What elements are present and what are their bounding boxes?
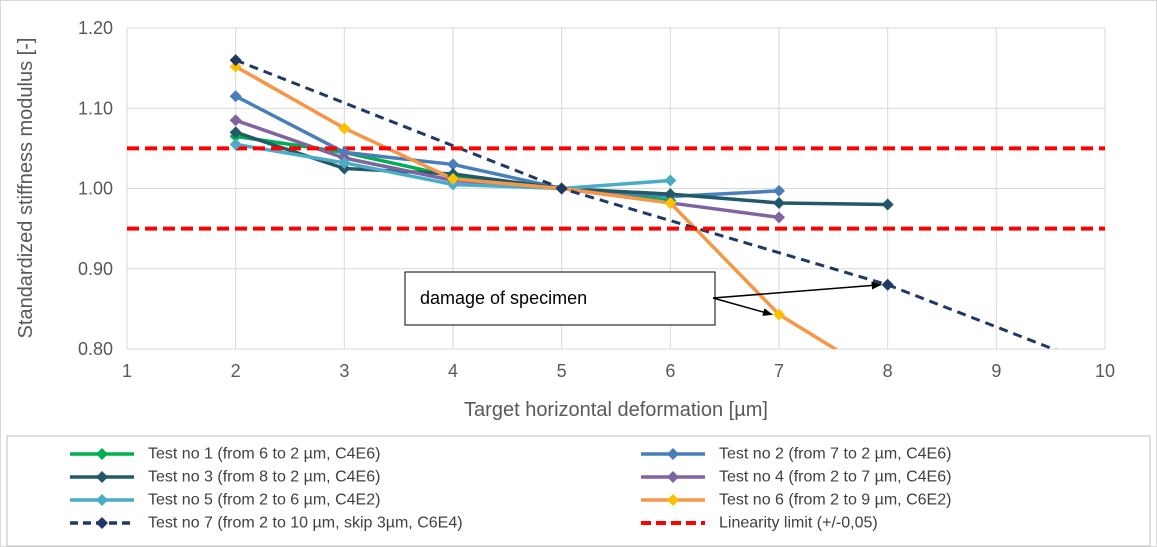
legend-frame — [6, 435, 1151, 547]
legend-label: Linearity limit (+/-0,05) — [719, 515, 878, 532]
point-marker — [881, 198, 894, 211]
point-marker — [229, 60, 242, 73]
legend-marker — [667, 448, 679, 460]
legend-label: Test no 5 (from 2 to 6 µm, C4E2) — [148, 492, 380, 509]
legend-marker — [96, 448, 108, 460]
annotation-arrow — [712, 297, 773, 316]
point-marker — [229, 138, 242, 151]
x-tick-label: 4 — [448, 361, 458, 381]
point-marker — [881, 278, 894, 291]
legend-marker — [96, 517, 108, 529]
annotation: damage of specimen — [404, 271, 882, 326]
x-axis-label: Target horizontal deformation [µm] — [464, 399, 768, 421]
point-marker — [664, 196, 677, 209]
y-tick-label: 1.10 — [78, 98, 113, 118]
point-marker — [229, 54, 242, 67]
legend-label: Test no 3 (from 8 to 2 µm, C4E6) — [148, 469, 380, 486]
legend-marker — [667, 494, 679, 506]
annotation-box — [404, 271, 716, 326]
grid: 0.80 0.90 1.00 1.10 1.20 1 2 3 4 5 6 7 8 9 10 — [78, 18, 1115, 381]
point-marker — [229, 126, 242, 139]
legend-marker — [96, 471, 108, 483]
y-tick-label: 0.80 — [78, 339, 113, 359]
point-marker — [447, 158, 459, 171]
point-marker — [338, 156, 351, 169]
y-tick-label: 1.00 — [78, 179, 113, 199]
point-marker — [773, 211, 785, 224]
point-marker — [773, 184, 785, 197]
point-marker — [773, 308, 785, 321]
legend-label: Test no 7 (from 2 to 10 µm, skip 3µm, C6… — [148, 515, 463, 532]
x-tick-label: 7 — [774, 361, 784, 381]
point-marker — [773, 196, 785, 209]
y-tick-label: 1.20 — [78, 18, 113, 38]
annotation-text: damage of specimen — [420, 288, 587, 308]
point-marker — [338, 122, 351, 135]
legend-marker — [667, 471, 679, 483]
point-marker — [229, 114, 242, 127]
point-marker — [990, 439, 1002, 451]
series-line — [235, 118, 780, 220]
x-tick-label: 10 — [1095, 361, 1115, 381]
point-marker — [229, 90, 242, 103]
legend: Test no 1 (from 6 to 2 µm, C4E6) Test no … — [70, 446, 951, 532]
x-tick-label: 2 — [231, 361, 241, 381]
series-line — [234, 64, 839, 349]
legend-label: Test no 6 (from 2 to 9 µm, C6E2) — [719, 492, 951, 509]
x-tick-label: 6 — [665, 361, 675, 381]
x-tick-label: 1 — [122, 361, 132, 381]
x-tick-label: 9 — [991, 361, 1001, 381]
plot-area — [127, 54, 1105, 451]
point-marker — [664, 188, 677, 201]
point-marker — [664, 174, 677, 187]
legend-label: Test no 4 (from 2 to 7 µm, C4E6) — [719, 469, 951, 486]
legend-marker — [96, 494, 108, 506]
annotation-arrow — [712, 281, 882, 299]
point-marker — [555, 182, 568, 195]
legend-label: Test no 1 (from 6 to 2 µm, C4E6) — [148, 446, 380, 463]
x-tick-label: 5 — [557, 361, 567, 381]
legend-label: Test no 2 (from 7 to 2 µm, C4E6) — [719, 446, 951, 463]
y-tick-label: 0.90 — [78, 259, 113, 279]
point-marker — [447, 172, 459, 185]
x-tick-label: 8 — [883, 361, 893, 381]
y-axis-label: Standardized stiffness modulus [-] — [15, 38, 37, 339]
x-tick-label: 3 — [339, 361, 349, 381]
